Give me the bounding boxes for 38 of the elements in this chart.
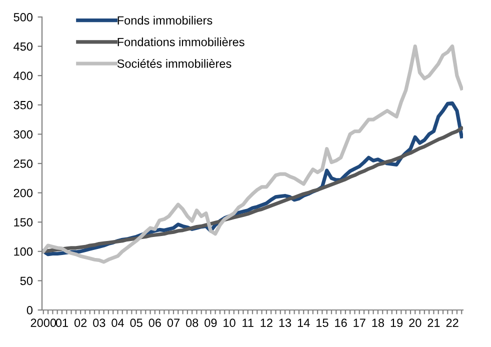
x-tick-label: 03 — [93, 318, 106, 328]
x-tick-label: 17 — [354, 318, 366, 327]
x-tick-label: 20 — [409, 318, 422, 328]
legend-label: Fondations immobilières — [118, 37, 244, 46]
y-tick-label: 50 — [20, 276, 33, 286]
x-tick-label: 14 — [298, 318, 310, 327]
y-tick-label: 100 — [14, 247, 33, 256]
legend-label: Fonds immobiliers — [118, 16, 212, 25]
x-tick-label: 12 — [260, 318, 272, 327]
x-tick-label: 09 — [204, 318, 217, 328]
x-tick-label: 05 — [130, 318, 142, 328]
y-tick-label: 350 — [14, 100, 33, 110]
x-tick-label: 13 — [279, 318, 292, 328]
x-tick-label: 07 — [167, 318, 180, 328]
x-tick-label: 15 — [316, 318, 328, 328]
y-tick-label: 250 — [14, 160, 33, 168]
x-tick-label: 18 — [372, 318, 384, 328]
y-tick-label: 500 — [14, 13, 33, 22]
x-tick-label: 06 — [148, 318, 161, 328]
x-tick-label: 10 — [224, 318, 236, 328]
legend-label: Sociétés immobilières — [117, 59, 232, 68]
x-tick-label: 2000 — [30, 318, 56, 328]
x-tick-label: 16 — [335, 318, 347, 328]
x-tick-label: 11 — [242, 318, 254, 327]
y-tick-label: 450 — [14, 42, 33, 51]
x-tick-label: 01 — [56, 318, 68, 328]
y-tick-label: 0 — [26, 306, 33, 314]
line-series — [42, 126, 463, 254]
y-tick-label: 200 — [14, 188, 33, 198]
x-tick-label: 02 — [74, 318, 87, 328]
x-tick-label: 19 — [390, 318, 403, 328]
x-tick-label: 08 — [186, 318, 198, 328]
x-tick-label: 04 — [112, 318, 124, 328]
y-tick-label: 400 — [14, 72, 33, 80]
y-tick-label: 300 — [14, 130, 33, 139]
x-tick-label: 22 — [446, 318, 458, 327]
x-tick-label: 21 — [428, 318, 440, 327]
y-tick-label: 150 — [14, 218, 33, 226]
